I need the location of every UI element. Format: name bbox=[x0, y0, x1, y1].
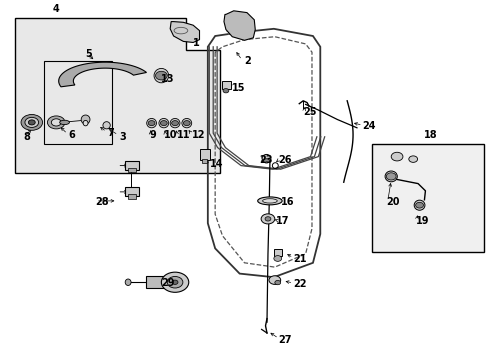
Ellipse shape bbox=[170, 118, 180, 128]
Circle shape bbox=[264, 217, 270, 221]
Text: 28: 28 bbox=[95, 197, 109, 207]
Ellipse shape bbox=[102, 122, 110, 129]
Text: 8: 8 bbox=[23, 132, 30, 142]
Bar bbox=[222, 81, 231, 89]
Text: 18: 18 bbox=[423, 130, 436, 140]
Bar bbox=[128, 168, 136, 172]
Bar bbox=[199, 149, 210, 160]
Circle shape bbox=[390, 152, 402, 161]
Circle shape bbox=[161, 272, 188, 292]
Ellipse shape bbox=[154, 68, 168, 83]
Text: 24: 24 bbox=[361, 121, 375, 131]
Circle shape bbox=[415, 202, 423, 208]
Bar bbox=[145, 276, 167, 288]
Ellipse shape bbox=[125, 279, 131, 285]
Text: 20: 20 bbox=[386, 197, 399, 207]
Circle shape bbox=[148, 121, 155, 126]
Polygon shape bbox=[224, 11, 255, 40]
Text: 13: 13 bbox=[161, 74, 175, 84]
Text: 9: 9 bbox=[149, 130, 156, 140]
Bar bbox=[124, 161, 139, 170]
Circle shape bbox=[183, 121, 190, 126]
Circle shape bbox=[223, 89, 228, 93]
Text: 29: 29 bbox=[161, 278, 175, 288]
Text: 1: 1 bbox=[193, 38, 200, 48]
Text: 7: 7 bbox=[107, 128, 114, 138]
Ellipse shape bbox=[262, 199, 277, 203]
Ellipse shape bbox=[146, 118, 156, 128]
Ellipse shape bbox=[262, 154, 270, 162]
Text: 6: 6 bbox=[68, 130, 75, 140]
Circle shape bbox=[263, 159, 269, 163]
Polygon shape bbox=[15, 18, 220, 173]
Circle shape bbox=[25, 117, 39, 127]
Text: 15: 15 bbox=[232, 83, 245, 93]
Bar bbox=[128, 194, 136, 199]
Text: 19: 19 bbox=[415, 216, 428, 226]
Text: 26: 26 bbox=[278, 155, 292, 165]
Ellipse shape bbox=[159, 118, 168, 128]
Circle shape bbox=[261, 214, 274, 224]
Circle shape bbox=[167, 276, 183, 288]
Circle shape bbox=[28, 120, 35, 125]
Text: 2: 2 bbox=[244, 56, 251, 66]
Text: 17: 17 bbox=[276, 216, 289, 226]
Ellipse shape bbox=[60, 120, 69, 125]
Circle shape bbox=[273, 256, 281, 261]
Circle shape bbox=[21, 114, 42, 130]
Text: 12: 12 bbox=[191, 130, 205, 140]
Bar bbox=[371, 144, 483, 252]
Circle shape bbox=[408, 156, 417, 162]
Circle shape bbox=[274, 280, 280, 285]
Ellipse shape bbox=[83, 120, 88, 126]
Text: 22: 22 bbox=[293, 279, 306, 289]
Ellipse shape bbox=[413, 200, 424, 210]
Text: 10: 10 bbox=[163, 130, 177, 140]
Text: 3: 3 bbox=[120, 132, 126, 142]
Circle shape bbox=[160, 121, 167, 126]
Circle shape bbox=[171, 121, 178, 126]
Ellipse shape bbox=[81, 115, 90, 124]
Text: 16: 16 bbox=[281, 197, 294, 207]
Ellipse shape bbox=[385, 171, 397, 182]
Bar bbox=[202, 159, 206, 163]
Text: 4: 4 bbox=[53, 4, 60, 14]
Polygon shape bbox=[170, 22, 199, 42]
Polygon shape bbox=[59, 62, 146, 87]
Bar bbox=[44, 61, 112, 144]
Text: 25: 25 bbox=[303, 107, 316, 117]
Circle shape bbox=[172, 280, 178, 284]
Text: 5: 5 bbox=[85, 49, 92, 59]
Circle shape bbox=[51, 119, 61, 126]
Circle shape bbox=[47, 116, 65, 129]
Text: 11: 11 bbox=[177, 130, 190, 140]
Ellipse shape bbox=[182, 118, 191, 128]
Circle shape bbox=[268, 276, 280, 284]
Text: 27: 27 bbox=[278, 335, 292, 345]
Circle shape bbox=[386, 173, 395, 180]
Text: 21: 21 bbox=[293, 254, 306, 264]
Bar bbox=[273, 249, 281, 256]
Circle shape bbox=[155, 71, 167, 80]
Bar bbox=[124, 187, 139, 196]
Text: 14: 14 bbox=[210, 159, 224, 169]
Text: 23: 23 bbox=[259, 155, 272, 165]
Ellipse shape bbox=[257, 197, 282, 205]
